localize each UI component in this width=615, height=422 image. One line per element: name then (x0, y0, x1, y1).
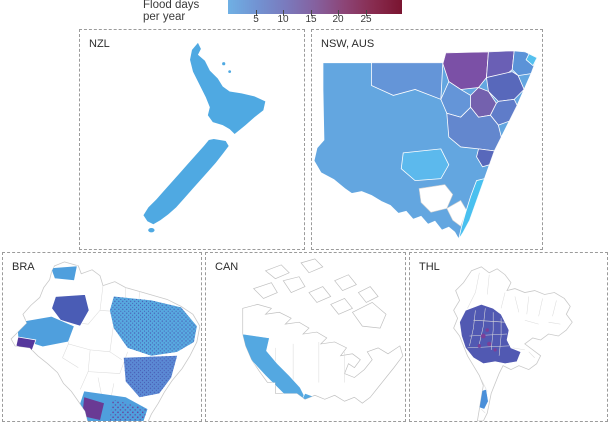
thl-map (453, 266, 573, 421)
nzl-islet (228, 70, 232, 74)
district-hotspot (480, 333, 486, 339)
nzl-south-island (143, 139, 229, 225)
district-hotspot (493, 348, 497, 352)
bra-regions (15, 265, 197, 421)
district-hotspot (477, 344, 482, 348)
province-border (467, 272, 561, 358)
panel-nzl: NZL (79, 29, 305, 250)
panel-nzl-label: NZL (89, 38, 110, 50)
region (15, 336, 37, 352)
district-hotspot (485, 328, 490, 332)
colorbar-tick (256, 10, 257, 16)
legend-title: Flood days per year (143, 0, 200, 23)
district (489, 98, 518, 126)
arctic-island (264, 264, 290, 280)
panel-bra-label: BRA (12, 261, 35, 273)
region (51, 294, 90, 327)
nsw-map (313, 50, 538, 240)
arctic-island (282, 276, 306, 293)
can-map (242, 258, 404, 404)
arctic-island (308, 286, 332, 303)
region-central (459, 304, 522, 364)
arctic-island (334, 274, 357, 291)
region-speckle-dots (123, 355, 178, 398)
district-hotspot (487, 341, 492, 347)
panel-nsw-label: NSW, AUS (321, 38, 375, 50)
nsw-districts (371, 50, 537, 240)
bra-map (10, 261, 201, 421)
state-border (62, 343, 115, 404)
colorbar-tick-label: 5 (253, 14, 259, 25)
state-border (80, 349, 128, 390)
arctic-island (300, 258, 324, 274)
arctic-island (252, 282, 278, 299)
baffin-island (351, 301, 387, 329)
district (486, 71, 525, 102)
colorbar-tick-label: 20 (332, 14, 344, 25)
colorbar-tick (338, 10, 339, 16)
panel-thl: THL (409, 252, 608, 422)
panel-bra: BRA (2, 252, 202, 422)
colorbar-tick-label: 25 (360, 14, 372, 25)
arctic-island (357, 286, 379, 303)
colorbar (228, 0, 402, 14)
nzl-stewart-island (148, 227, 155, 233)
district (400, 148, 450, 182)
district (476, 148, 495, 168)
thl-regions (459, 272, 561, 414)
arctic-island (330, 298, 353, 315)
panel-thl-label: THL (419, 261, 440, 273)
nzl-north-island (190, 42, 266, 135)
colorbar-tick-label: 10 (277, 14, 289, 25)
panel-nsw: NSW, AUS (311, 29, 543, 250)
colorbar-tick-label: 15 (305, 14, 317, 25)
region-south (330, 398, 345, 404)
panel-can: CAN (205, 252, 406, 422)
panel-can-label: CAN (215, 261, 239, 273)
colorbar-tick (311, 10, 312, 16)
region (50, 265, 78, 282)
nzl-islet (222, 62, 226, 66)
region-speckle-dots (109, 296, 197, 356)
colorbar-tick (366, 10, 367, 16)
district (525, 53, 537, 67)
district (446, 106, 502, 152)
colorbar-tick (283, 10, 284, 16)
nzl-map (143, 42, 266, 233)
